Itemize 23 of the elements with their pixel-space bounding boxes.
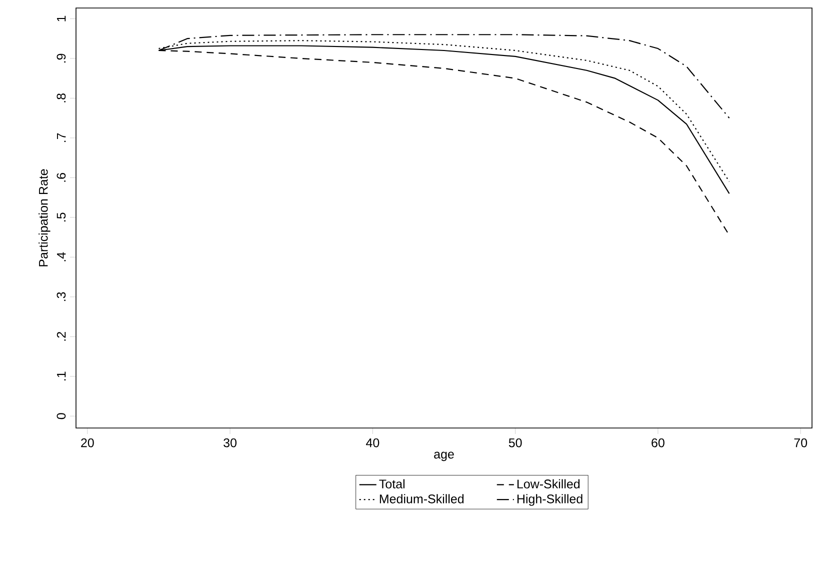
legend-label: High-Skilled [517, 494, 582, 506]
y-tick-label: .9 [56, 54, 66, 63]
legend-label: Medium-Skilled [380, 494, 464, 504]
y-axis-title: Participation Rate [38, 169, 50, 266]
y-tick-label: 1 [57, 16, 66, 22]
x-tick-label: 50 [508, 438, 522, 448]
y-tick-label: .5 [56, 212, 66, 222]
x-tick-label: 60 [652, 438, 664, 448]
legend-label: Total [379, 479, 404, 488]
y-tick-label: .1 [57, 372, 66, 380]
x-tick-label: 30 [224, 438, 237, 448]
y-tick-label: .6 [56, 172, 66, 182]
y-tick-label: 0 [56, 413, 66, 420]
y-tick-label: .7 [57, 133, 66, 142]
x-axis-title: age [434, 452, 454, 462]
y-tick-label: .8 [56, 94, 66, 102]
y-tick-label: .2 [56, 332, 66, 341]
y-tick-label: .3 [56, 292, 66, 301]
legend-label: Low-Skilled [517, 479, 580, 488]
x-tick-label: 20 [81, 438, 94, 448]
y-tick-label: .4 [57, 252, 66, 262]
x-tick-label: 70 [794, 438, 808, 448]
x-tick-label: 40 [366, 438, 380, 448]
